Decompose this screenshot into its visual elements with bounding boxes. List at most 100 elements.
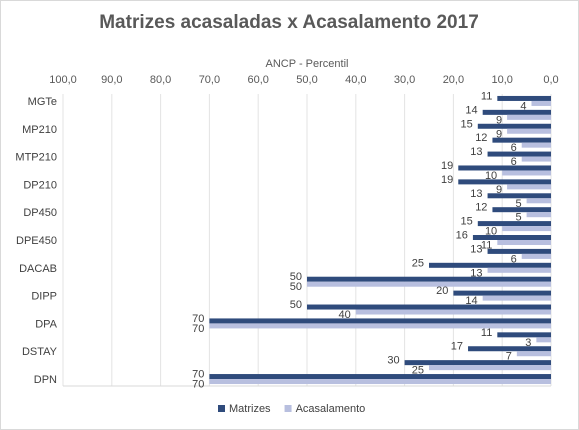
x-tick-label: 70,0 <box>199 74 220 86</box>
data-label-acasalamento: 4 <box>520 100 526 112</box>
data-label-acasalamento: 10 <box>485 226 497 238</box>
x-tick-label: 0,0 <box>543 74 558 86</box>
bar-matrizes <box>429 262 551 268</box>
bar-acasalamento <box>497 240 551 245</box>
legend-swatch-acasalamento <box>284 405 292 412</box>
x-tick-label: 30,0 <box>394 74 415 86</box>
x-tick-label: 60,0 <box>247 74 268 86</box>
bar-acasalamento <box>526 198 551 204</box>
data-label-matrizes: 20 <box>436 285 448 297</box>
bar-matrizes <box>307 304 551 310</box>
x-tick-label: 20,0 <box>443 74 464 86</box>
bar-acasalamento <box>502 170 551 176</box>
bar-matrizes <box>497 95 551 101</box>
bar-matrizes <box>209 374 551 380</box>
legend-swatch-matrizes <box>218 405 225 412</box>
data-labels: 1114151213191913121516132550205070111730… <box>192 90 531 390</box>
data-label-matrizes: 50 <box>290 299 302 311</box>
bar-matrizes <box>482 109 551 115</box>
bar-acasalamento <box>521 156 551 162</box>
data-label-acasalamento: 6 <box>511 142 517 154</box>
data-label-acasalamento: 70 <box>192 323 204 335</box>
data-label-acasalamento: 6 <box>511 156 517 168</box>
bar-acasalamento <box>507 128 551 134</box>
bar-acasalamento <box>209 323 551 329</box>
data-label-acasalamento: 9 <box>496 128 502 140</box>
bar-matrizes <box>468 346 551 352</box>
legend-label-acasalamento: Acasalamento <box>296 403 366 415</box>
bar-matrizes <box>487 193 551 199</box>
data-label-matrizes: 17 <box>451 341 463 353</box>
bar-acasalamento <box>502 226 551 232</box>
bar-matrizes <box>492 137 551 143</box>
x-axis-title: ANCP - Percentil <box>266 58 349 70</box>
data-label-acasalamento: 50 <box>290 281 302 293</box>
bar-acasalamento <box>429 365 551 371</box>
category-label: MP210 <box>22 124 57 136</box>
x-tick-label: 80,0 <box>150 74 171 86</box>
data-label-acasalamento: 6 <box>511 253 517 265</box>
category-label: DPN <box>34 374 57 386</box>
data-label-acasalamento: 13 <box>470 267 482 279</box>
data-label-matrizes: 13 <box>470 243 482 255</box>
category-label: MGTe <box>28 96 57 108</box>
bar-matrizes <box>477 123 551 129</box>
data-label-matrizes: 12 <box>475 132 487 144</box>
x-tick-label: 10,0 <box>491 74 512 86</box>
data-label-acasalamento: 7 <box>506 351 512 363</box>
bar-acasalamento <box>536 337 551 343</box>
bar-matrizes <box>404 360 551 366</box>
legend-label-matrizes: Matrizes <box>229 403 271 415</box>
bar-matrizes <box>458 165 551 171</box>
data-label-acasalamento: 11 <box>481 240 492 252</box>
category-label: MTP210 <box>15 152 57 164</box>
data-label-matrizes: 50 <box>290 271 302 283</box>
data-label-acasalamento: 40 <box>339 309 351 321</box>
bar-acasalamento <box>521 142 551 148</box>
category-label: DP450 <box>23 207 57 219</box>
data-label-acasalamento: 3 <box>525 337 531 349</box>
data-label-acasalamento: 10 <box>485 170 497 182</box>
x-tick-label: 40,0 <box>345 74 366 86</box>
bar-acasalamento <box>487 267 551 273</box>
category-axis: MGTe MP210 MTP210 DP210 DP450 DPE450 DACAB DIPP… <box>15 96 57 386</box>
data-label-acasalamento: 9 <box>496 114 502 126</box>
category-label: DPA <box>35 318 57 330</box>
data-label-matrizes: 12 <box>475 202 487 214</box>
bar-matrizes <box>472 235 551 240</box>
category-label: DACAB <box>19 263 57 275</box>
bars <box>209 95 551 385</box>
legend: Matrizes Acasalamento <box>218 403 365 415</box>
x-tick-label: 100,0 <box>49 74 77 86</box>
data-label-matrizes: 15 <box>461 216 473 228</box>
bar-acasalamento <box>516 351 551 357</box>
data-label-acasalamento: 5 <box>515 212 521 224</box>
data-label-acasalamento: 9 <box>496 184 502 196</box>
bar-matrizes <box>477 221 551 227</box>
bar-acasalamento <box>209 379 551 385</box>
data-label-matrizes: 16 <box>456 230 468 242</box>
bar-acasalamento <box>507 184 551 190</box>
bar-matrizes <box>492 207 551 213</box>
bar-acasalamento <box>482 295 551 301</box>
category-label: DP210 <box>23 179 57 191</box>
data-label-matrizes: 25 <box>412 257 424 269</box>
category-label: DIPP <box>31 291 57 303</box>
data-label-matrizes: 70 <box>192 313 204 325</box>
bar-acasalamento <box>521 253 551 259</box>
data-label-acasalamento: 5 <box>515 198 521 210</box>
data-label-acasalamento: 25 <box>412 365 424 377</box>
category-label: DSTAY <box>22 346 58 358</box>
bar-acasalamento <box>307 281 551 287</box>
data-label-matrizes: 14 <box>465 104 477 116</box>
category-label: DPE450 <box>16 235 57 247</box>
data-label-matrizes: 19 <box>441 174 453 186</box>
bar-matrizes <box>487 248 551 254</box>
bar-matrizes <box>458 179 551 185</box>
data-label-matrizes: 15 <box>461 118 473 130</box>
bar-matrizes <box>307 276 551 282</box>
data-label-matrizes: 13 <box>470 146 482 158</box>
data-label-matrizes: 13 <box>470 188 482 200</box>
